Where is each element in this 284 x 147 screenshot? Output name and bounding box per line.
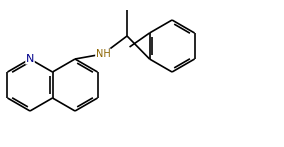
Text: NH: NH: [96, 49, 110, 59]
Text: N: N: [26, 54, 34, 64]
